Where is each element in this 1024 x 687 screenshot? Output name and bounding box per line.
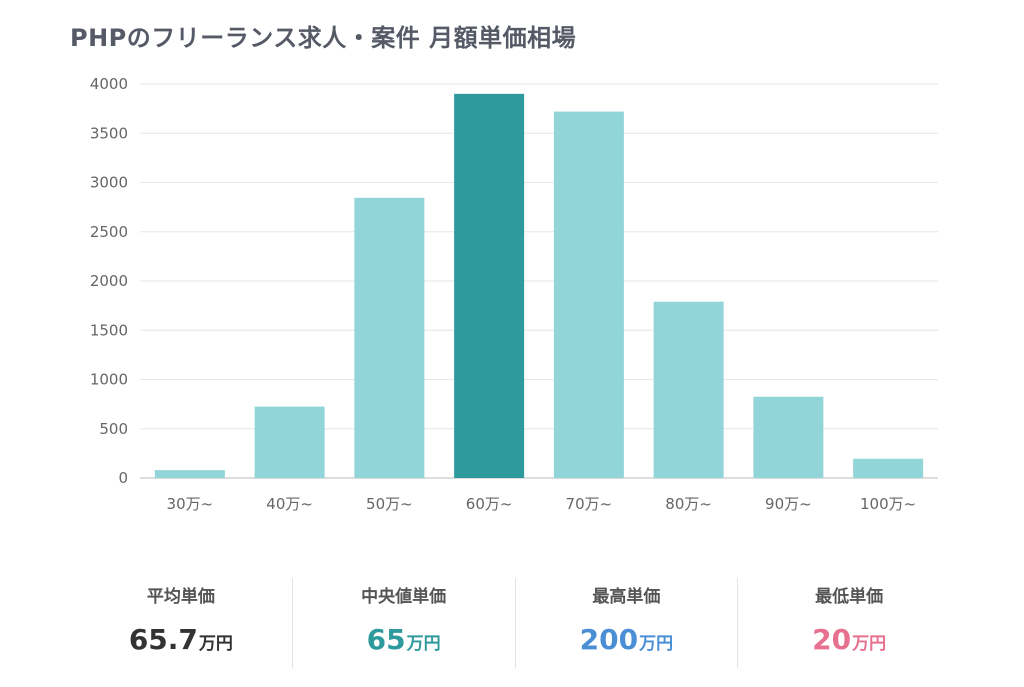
x-axis-labels: 30万~ 40万~ 50万~ 60万~ 70万~ 80万~ 90万~ 100万~	[167, 495, 917, 513]
stat-min: 最低単価 20万円	[737, 578, 960, 668]
stat-average: 平均単価 65.7万円	[70, 578, 292, 668]
y-tick-label: 1000	[90, 371, 128, 389]
bar-40万~	[254, 406, 325, 478]
bar-30万~	[154, 470, 225, 478]
y-tick-label: 2000	[90, 272, 128, 290]
stat-value: 65.7万円	[70, 623, 292, 656]
stat-label: 最高単価	[592, 587, 661, 607]
y-tick-label: 0	[118, 469, 128, 487]
x-tick-label: 60万~	[466, 495, 513, 513]
y-tick-label: 2500	[90, 223, 128, 241]
y-tick-label: 3000	[90, 174, 128, 192]
y-axis-labels: 0 500 1000 1500 2000 2500 3000 3500 4000	[90, 75, 128, 487]
stat-label: 中央値単価	[361, 587, 447, 607]
x-tick-label: 40万~	[266, 495, 313, 513]
stat-unit: 万円	[198, 634, 233, 654]
price-stats: 平均単価 65.7万円 中央値単価 65万円 最高単価 200万円 最低単価 2…	[70, 578, 960, 668]
chart-title: PHPのフリーランス求人・案件 月額単価相場	[70, 24, 577, 52]
x-tick-label: 80万~	[665, 495, 712, 513]
x-tick-label: 90万~	[765, 495, 812, 513]
x-tick-label: 100万~	[860, 495, 916, 513]
stat-value: 20万円	[738, 623, 960, 656]
y-tick-label: 3500	[90, 124, 128, 142]
stat-number: 20	[812, 623, 852, 656]
y-tick-label: 1500	[90, 321, 128, 339]
x-tick-label: 70万~	[566, 495, 613, 513]
bar-60万~	[454, 93, 525, 478]
stat-number: 65	[366, 623, 406, 656]
stat-value: 200万円	[516, 623, 738, 656]
stat-median: 中央値単価 65万円	[291, 578, 515, 668]
y-tick-label: 4000	[90, 75, 128, 93]
bar-50万~	[354, 197, 425, 478]
stat-number: 200	[579, 623, 639, 656]
bar-chart: 0 500 1000 1500 2000 2500 3000 3500 4000 30万~ 40万…	[90, 75, 938, 513]
bar-100万~	[853, 458, 924, 478]
stat-value: 65万円	[293, 623, 515, 656]
stat-unit: 万円	[852, 634, 887, 654]
stat-label: 平均単価	[146, 587, 215, 607]
bar-90万~	[753, 396, 824, 478]
bar-80万~	[653, 301, 724, 478]
x-tick-label: 50万~	[366, 495, 413, 513]
stat-max: 最高単価 200万円	[514, 578, 738, 668]
stat-unit: 万円	[639, 634, 674, 654]
stat-label: 最低単価	[815, 587, 884, 607]
stat-number: 65.7	[128, 623, 198, 656]
y-tick-label: 500	[99, 420, 128, 438]
bar-70万~	[553, 111, 624, 478]
stat-unit: 万円	[406, 634, 441, 654]
bars	[154, 93, 924, 478]
x-tick-label: 30万~	[167, 495, 214, 513]
